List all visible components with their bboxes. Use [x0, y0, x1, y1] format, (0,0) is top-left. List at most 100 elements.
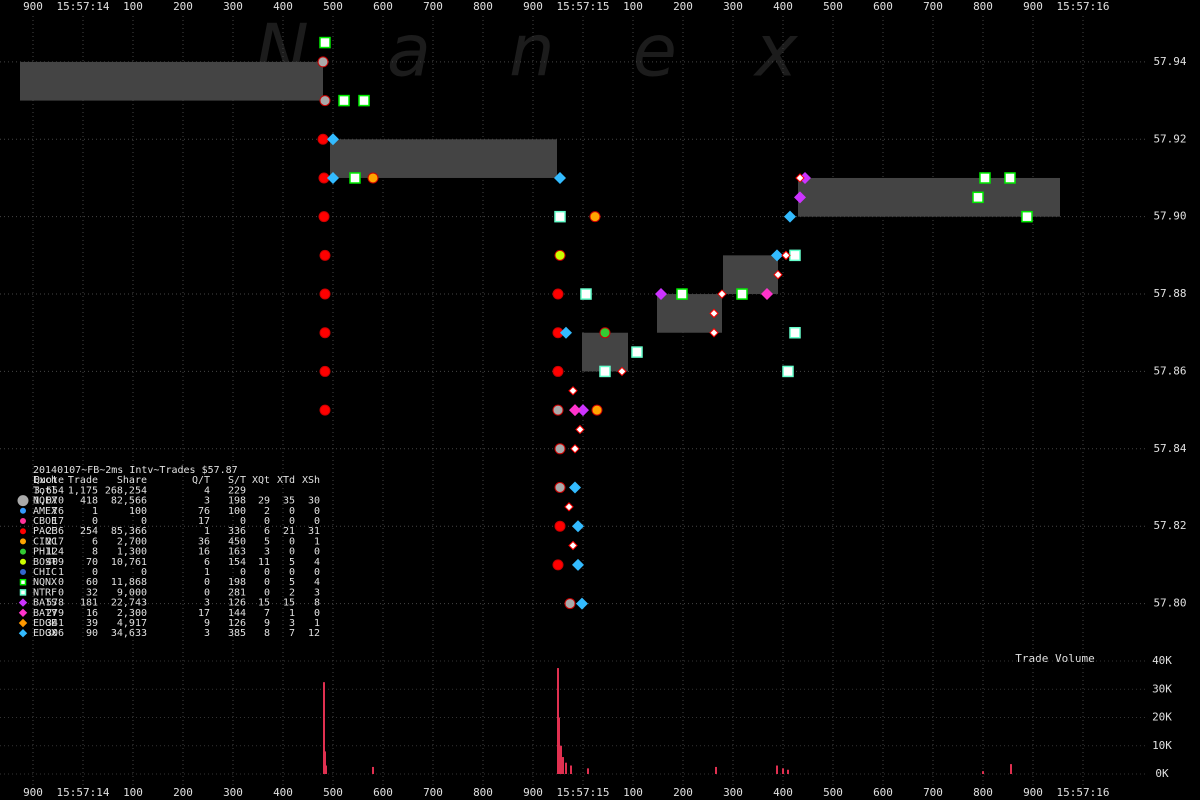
stats-cell: 1,300: [117, 547, 147, 558]
stats-cell: 0: [204, 577, 210, 588]
legend-marker: [19, 589, 27, 596]
quote-marker: [572, 520, 584, 533]
stats-cell: 35: [283, 496, 295, 507]
stats-cell: 0: [314, 547, 320, 558]
quote-marker: [1021, 210, 1033, 223]
spread-box: [582, 332, 628, 372]
stats-cell: 8: [314, 598, 320, 609]
stats-cell: 1,175: [68, 485, 98, 496]
stats-cell: 8: [264, 628, 270, 639]
quote-marker: [580, 288, 592, 300]
x-tick-label: 800: [473, 0, 493, 13]
stats-cell: 341: [46, 618, 64, 629]
x-tick-label: 900: [523, 0, 543, 13]
volume-bar: [587, 768, 589, 774]
volume-tick-label: 20K: [1152, 711, 1172, 724]
quote-marker: [552, 404, 564, 416]
stats-cell: 3,654: [34, 485, 64, 496]
stats-cell: 1: [58, 567, 64, 578]
x-tick-label: 700: [923, 786, 943, 799]
legend-label: EDGE: [33, 618, 57, 629]
spread-box: [20, 61, 323, 101]
stats-cell: 0: [289, 567, 295, 578]
trade-marker: [568, 386, 578, 396]
quote-marker: [564, 598, 576, 610]
quote-marker: [589, 211, 601, 223]
stats-cell: 409: [46, 557, 64, 568]
quote-marker: [799, 171, 811, 184]
trade-marker: [709, 308, 719, 319]
stats-label: Totl: [33, 485, 57, 496]
stats-cell: 30: [308, 496, 320, 507]
x-tick-label: 300: [223, 0, 243, 13]
y-tick-label: 57.88: [1153, 287, 1186, 300]
legend-label: NQNX: [33, 577, 57, 588]
quote-marker: [569, 404, 581, 417]
quote-marker: [784, 210, 796, 223]
quote-marker: [319, 288, 331, 300]
quote-marker: [577, 404, 589, 417]
x-tick-label: 15:57:16: [1057, 786, 1110, 799]
stats-cell: 22,743: [111, 598, 147, 609]
quote-marker: [676, 288, 688, 300]
stats-cell: 0: [264, 567, 270, 578]
quote-marker: [794, 191, 806, 204]
x-tick-label: 700: [423, 786, 443, 799]
stats-cell: 9: [204, 618, 210, 629]
stats-cell: 7: [264, 608, 270, 619]
x-tick-label: 200: [673, 786, 693, 799]
stats-cell: 29: [258, 496, 270, 507]
legend-marker: [20, 558, 26, 565]
x-tick-label: 15:57:14: [57, 0, 110, 13]
quote-marker: [569, 481, 581, 494]
volume-bar: [715, 766, 717, 774]
y-tick-label: 57.94: [1153, 55, 1186, 68]
legend-label: CHIC: [33, 567, 57, 578]
quote-marker: [318, 211, 330, 223]
stats-cell: 254: [80, 526, 98, 537]
legend-label: NQEX: [33, 496, 57, 507]
stats-cell: 0: [204, 587, 210, 598]
legend-marker: [18, 608, 28, 618]
quote-marker: [554, 210, 566, 223]
stats-cell: 126: [228, 618, 246, 629]
trade-marker: [795, 173, 805, 183]
watermark: Nanex: [255, 9, 876, 93]
legend-label: NTRF: [33, 587, 57, 598]
quote-marker: [554, 482, 566, 493]
quote-marker: [554, 520, 566, 532]
quote-marker: [319, 327, 331, 339]
x-tick-label: 800: [473, 786, 493, 799]
quote-marker: [789, 249, 801, 262]
legend-label: AMEX: [33, 506, 57, 517]
stats-cell: 17: [198, 516, 210, 527]
legend-label: BATY: [33, 608, 57, 619]
x-tick-label: 900: [523, 786, 543, 799]
stats-cell: 144: [228, 608, 246, 619]
stats-cell: 3: [264, 547, 270, 558]
legend-label: BATS: [33, 598, 57, 609]
x-tick-label: 100: [123, 786, 143, 799]
stats-cell: 5: [289, 557, 295, 568]
stats-cell: 12: [308, 628, 320, 639]
stats-cell: 1: [204, 567, 210, 578]
legend-label: CBOE: [33, 516, 57, 527]
stats-cell: 0: [240, 516, 246, 527]
stats-cell: 36: [198, 536, 210, 547]
volume-bar: [565, 762, 567, 774]
legend-marker: [20, 569, 26, 575]
volume-bar: [787, 769, 789, 774]
volume-bar: [560, 745, 562, 774]
trade-marker: [709, 328, 719, 338]
stats-cell: 198: [228, 577, 246, 588]
stats-cell: 3: [314, 587, 320, 598]
legend-marker: [20, 518, 26, 524]
stats-cell: 229: [228, 485, 246, 496]
quote-marker: [631, 346, 643, 358]
stats-title: 20140107~FB~2ms Intv~Trades $57.87: [33, 465, 238, 476]
stats-cell: 34,633: [111, 628, 147, 639]
quote-marker: [327, 133, 339, 146]
x-tick-label: 900: [1023, 786, 1043, 799]
stats-cell: 0: [141, 516, 147, 527]
